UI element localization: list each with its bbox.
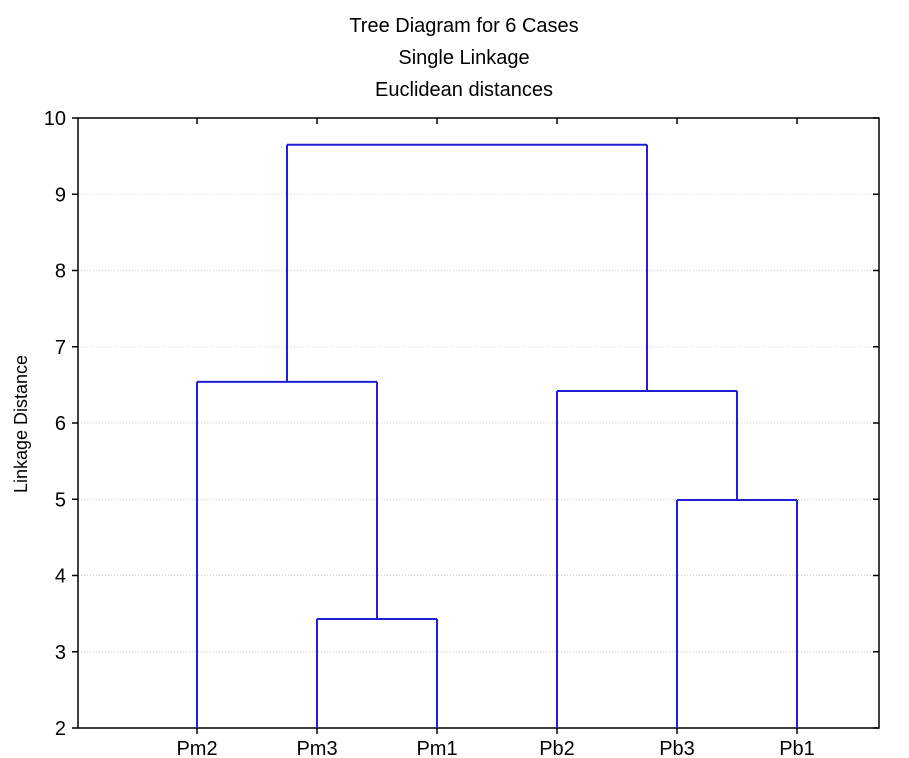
y-tick-label: 10 — [44, 108, 66, 130]
y-tick-label: 4 — [55, 566, 66, 588]
leaf-label-pb2: Pb2 — [539, 738, 575, 758]
y-axis-label: Linkage Distance — [11, 355, 31, 493]
y-tick-label: 7 — [55, 337, 66, 359]
y-tick-label: 6 — [55, 413, 66, 435]
axes — [72, 117, 880, 734]
y-tick-label: 2 — [55, 718, 66, 740]
grid-lines — [78, 193, 879, 653]
y-tick-label: 9 — [55, 184, 66, 206]
tick-labels: 2 3 4 5 6 7 8 9 10 Pm2 Pm3 Pm1 Pb2 Pb3 Pb1 — [44, 108, 815, 758]
leaf-label-pb1: Pb1 — [779, 738, 815, 758]
leaf-label-pm2: Pm2 — [176, 738, 217, 758]
leaf-label-pb3: Pb3 — [659, 738, 695, 758]
chart-subtitle-linkage: Single Linkage — [398, 47, 529, 69]
y-tick-label: 8 — [55, 261, 66, 283]
chart-title: Tree Diagram for 6 Cases — [349, 15, 578, 37]
leaf-label-pm3: Pm3 — [296, 738, 337, 758]
dendrogram-branches — [196, 143, 798, 728]
chart-subtitle-distance: Euclidean distances — [375, 79, 553, 101]
y-tick-label: 3 — [55, 642, 66, 664]
plot-frame — [77, 117, 880, 729]
y-tick-label: 5 — [55, 489, 66, 511]
leaf-label-pm1: Pm1 — [416, 738, 457, 758]
